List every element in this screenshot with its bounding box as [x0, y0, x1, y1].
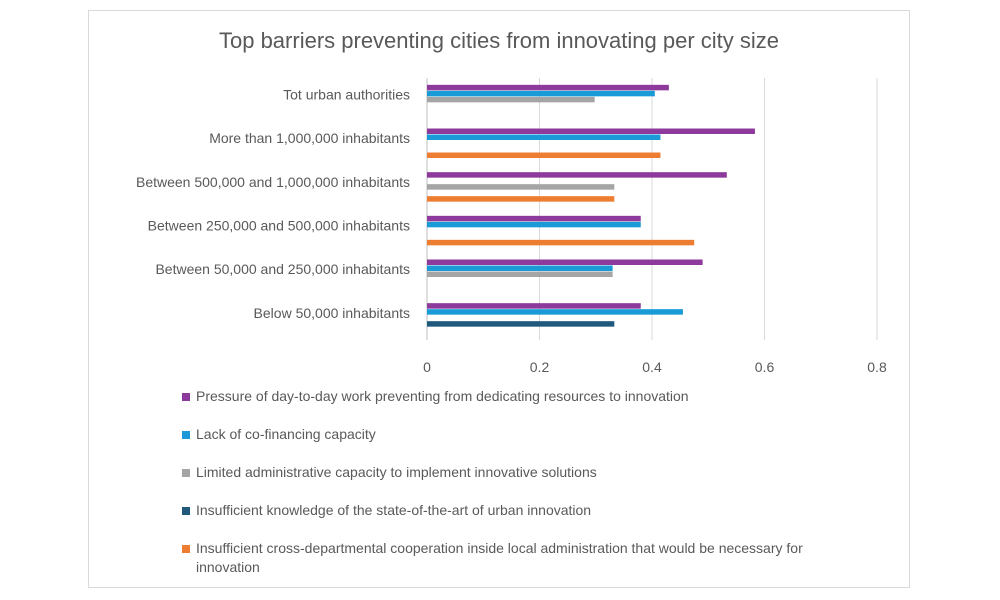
- x-tick-label: 0.8: [867, 359, 887, 375]
- bar: [427, 215, 641, 222]
- y-category-label: Between 50,000 and 250,000 inhabitants: [155, 261, 410, 277]
- y-category-label: Tot urban authorities: [283, 87, 410, 103]
- legend-label: Lack of co-financing capacity: [196, 426, 376, 442]
- bar: [427, 196, 615, 202]
- legend-label: Limited administrative capacity to imple…: [196, 464, 597, 480]
- y-category-label: Below 50,000 inhabitants: [254, 305, 410, 321]
- bar: [427, 84, 669, 91]
- legend-item: Pressure of day-to-day work preventing f…: [182, 387, 836, 406]
- chart-frame: [88, 10, 910, 588]
- y-category-label: More than 1,000,000 inhabitants: [209, 130, 410, 146]
- y-category-label: Between 250,000 and 500,000 inhabitants: [148, 218, 410, 234]
- x-tick-label: 0.4: [642, 359, 662, 375]
- x-tick-label: 0.2: [530, 359, 550, 375]
- legend-label: Pressure of day-to-day work preventing f…: [196, 388, 689, 404]
- legend-swatch: [182, 545, 190, 553]
- bar: [427, 303, 641, 309]
- bar: [427, 134, 661, 140]
- legend-swatch: [182, 469, 190, 477]
- legend-label: Insufficient knowledge of the state-of-t…: [196, 502, 592, 518]
- bar: [427, 184, 615, 190]
- legend-swatch: [182, 393, 190, 401]
- legend-swatch: [182, 507, 190, 515]
- x-tick-label: 0.6: [755, 359, 775, 375]
- bar: [427, 96, 595, 103]
- bar: [427, 90, 655, 97]
- legend-item: Limited administrative capacity to imple…: [182, 463, 836, 482]
- bar: [427, 128, 755, 134]
- bar: [427, 172, 727, 178]
- bar: [427, 321, 615, 327]
- bar: [427, 152, 661, 158]
- legend-item: Insufficient knowledge of the state-of-t…: [182, 501, 836, 520]
- bar: [427, 271, 613, 277]
- bar: [427, 265, 613, 271]
- legend-swatch: [182, 431, 190, 439]
- bar: [427, 259, 703, 265]
- legend-item: Insufficient cross-departmental cooperat…: [182, 539, 836, 577]
- bar: [427, 239, 695, 246]
- chart-title: Top barriers preventing cities from inno…: [218, 28, 780, 53]
- legend-item: Lack of co-financing capacity: [182, 425, 836, 444]
- legend-label: Insufficient cross-departmental cooperat…: [196, 540, 803, 575]
- y-category-label: Between 500,000 and 1,000,000 inhabitant…: [136, 174, 410, 190]
- x-tick-label: 0: [423, 359, 431, 375]
- bar: [427, 309, 683, 315]
- bar: [427, 221, 641, 228]
